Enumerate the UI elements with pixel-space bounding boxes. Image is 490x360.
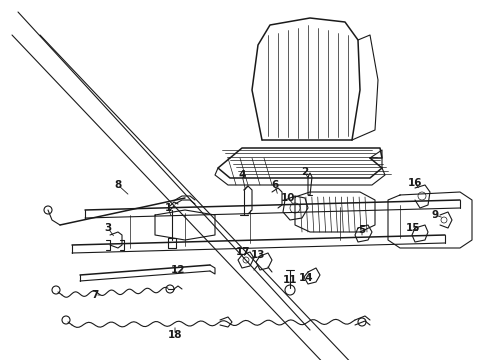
- Text: 8: 8: [114, 180, 122, 190]
- Text: 13: 13: [251, 250, 265, 260]
- Text: 11: 11: [283, 275, 297, 285]
- Text: 10: 10: [281, 193, 295, 203]
- Text: 18: 18: [168, 330, 182, 340]
- Text: 3: 3: [104, 223, 112, 233]
- Text: 5: 5: [358, 225, 366, 235]
- Text: 12: 12: [171, 265, 185, 275]
- Text: 15: 15: [406, 223, 420, 233]
- Text: 4: 4: [238, 170, 245, 180]
- Text: 9: 9: [431, 210, 439, 220]
- Text: 7: 7: [91, 290, 98, 300]
- Text: 2: 2: [301, 167, 309, 177]
- Text: 17: 17: [236, 247, 250, 257]
- Text: 14: 14: [299, 273, 313, 283]
- Text: 6: 6: [271, 180, 279, 190]
- Text: 16: 16: [408, 178, 422, 188]
- Text: 1: 1: [164, 203, 171, 213]
